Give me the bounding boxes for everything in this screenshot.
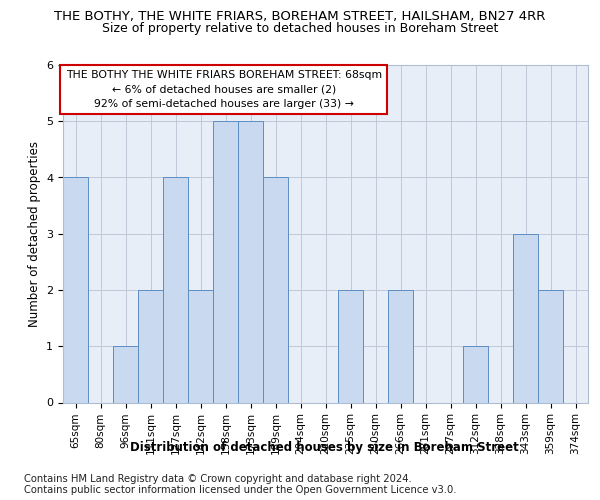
Bar [238, 121, 263, 402]
Bar [113, 346, 138, 403]
Bar [188, 290, 213, 403]
Bar [263, 178, 288, 402]
Text: Distribution of detached houses by size in Boreham Street: Distribution of detached houses by size … [130, 441, 518, 454]
Text: Size of property relative to detached houses in Boreham Street: Size of property relative to detached ho… [102, 22, 498, 35]
Bar [513, 234, 538, 402]
Text: Contains HM Land Registry data © Crown copyright and database right 2024.: Contains HM Land Registry data © Crown c… [24, 474, 412, 484]
Bar [338, 290, 363, 403]
Bar [213, 121, 238, 402]
Bar [538, 290, 563, 403]
Text: THE BOTHY, THE WHITE FRIARS, BOREHAM STREET, HAILSHAM, BN27 4RR: THE BOTHY, THE WHITE FRIARS, BOREHAM STR… [55, 10, 545, 23]
Bar [138, 290, 163, 403]
Bar [63, 178, 88, 402]
Bar [463, 346, 488, 403]
Bar [163, 178, 188, 402]
Text: Contains public sector information licensed under the Open Government Licence v3: Contains public sector information licen… [24, 485, 457, 495]
Bar [388, 290, 413, 403]
Text: THE BOTHY THE WHITE FRIARS BOREHAM STREET: 68sqm
← 6% of detached houses are sma: THE BOTHY THE WHITE FRIARS BOREHAM STREE… [65, 70, 382, 109]
Y-axis label: Number of detached properties: Number of detached properties [28, 141, 41, 327]
